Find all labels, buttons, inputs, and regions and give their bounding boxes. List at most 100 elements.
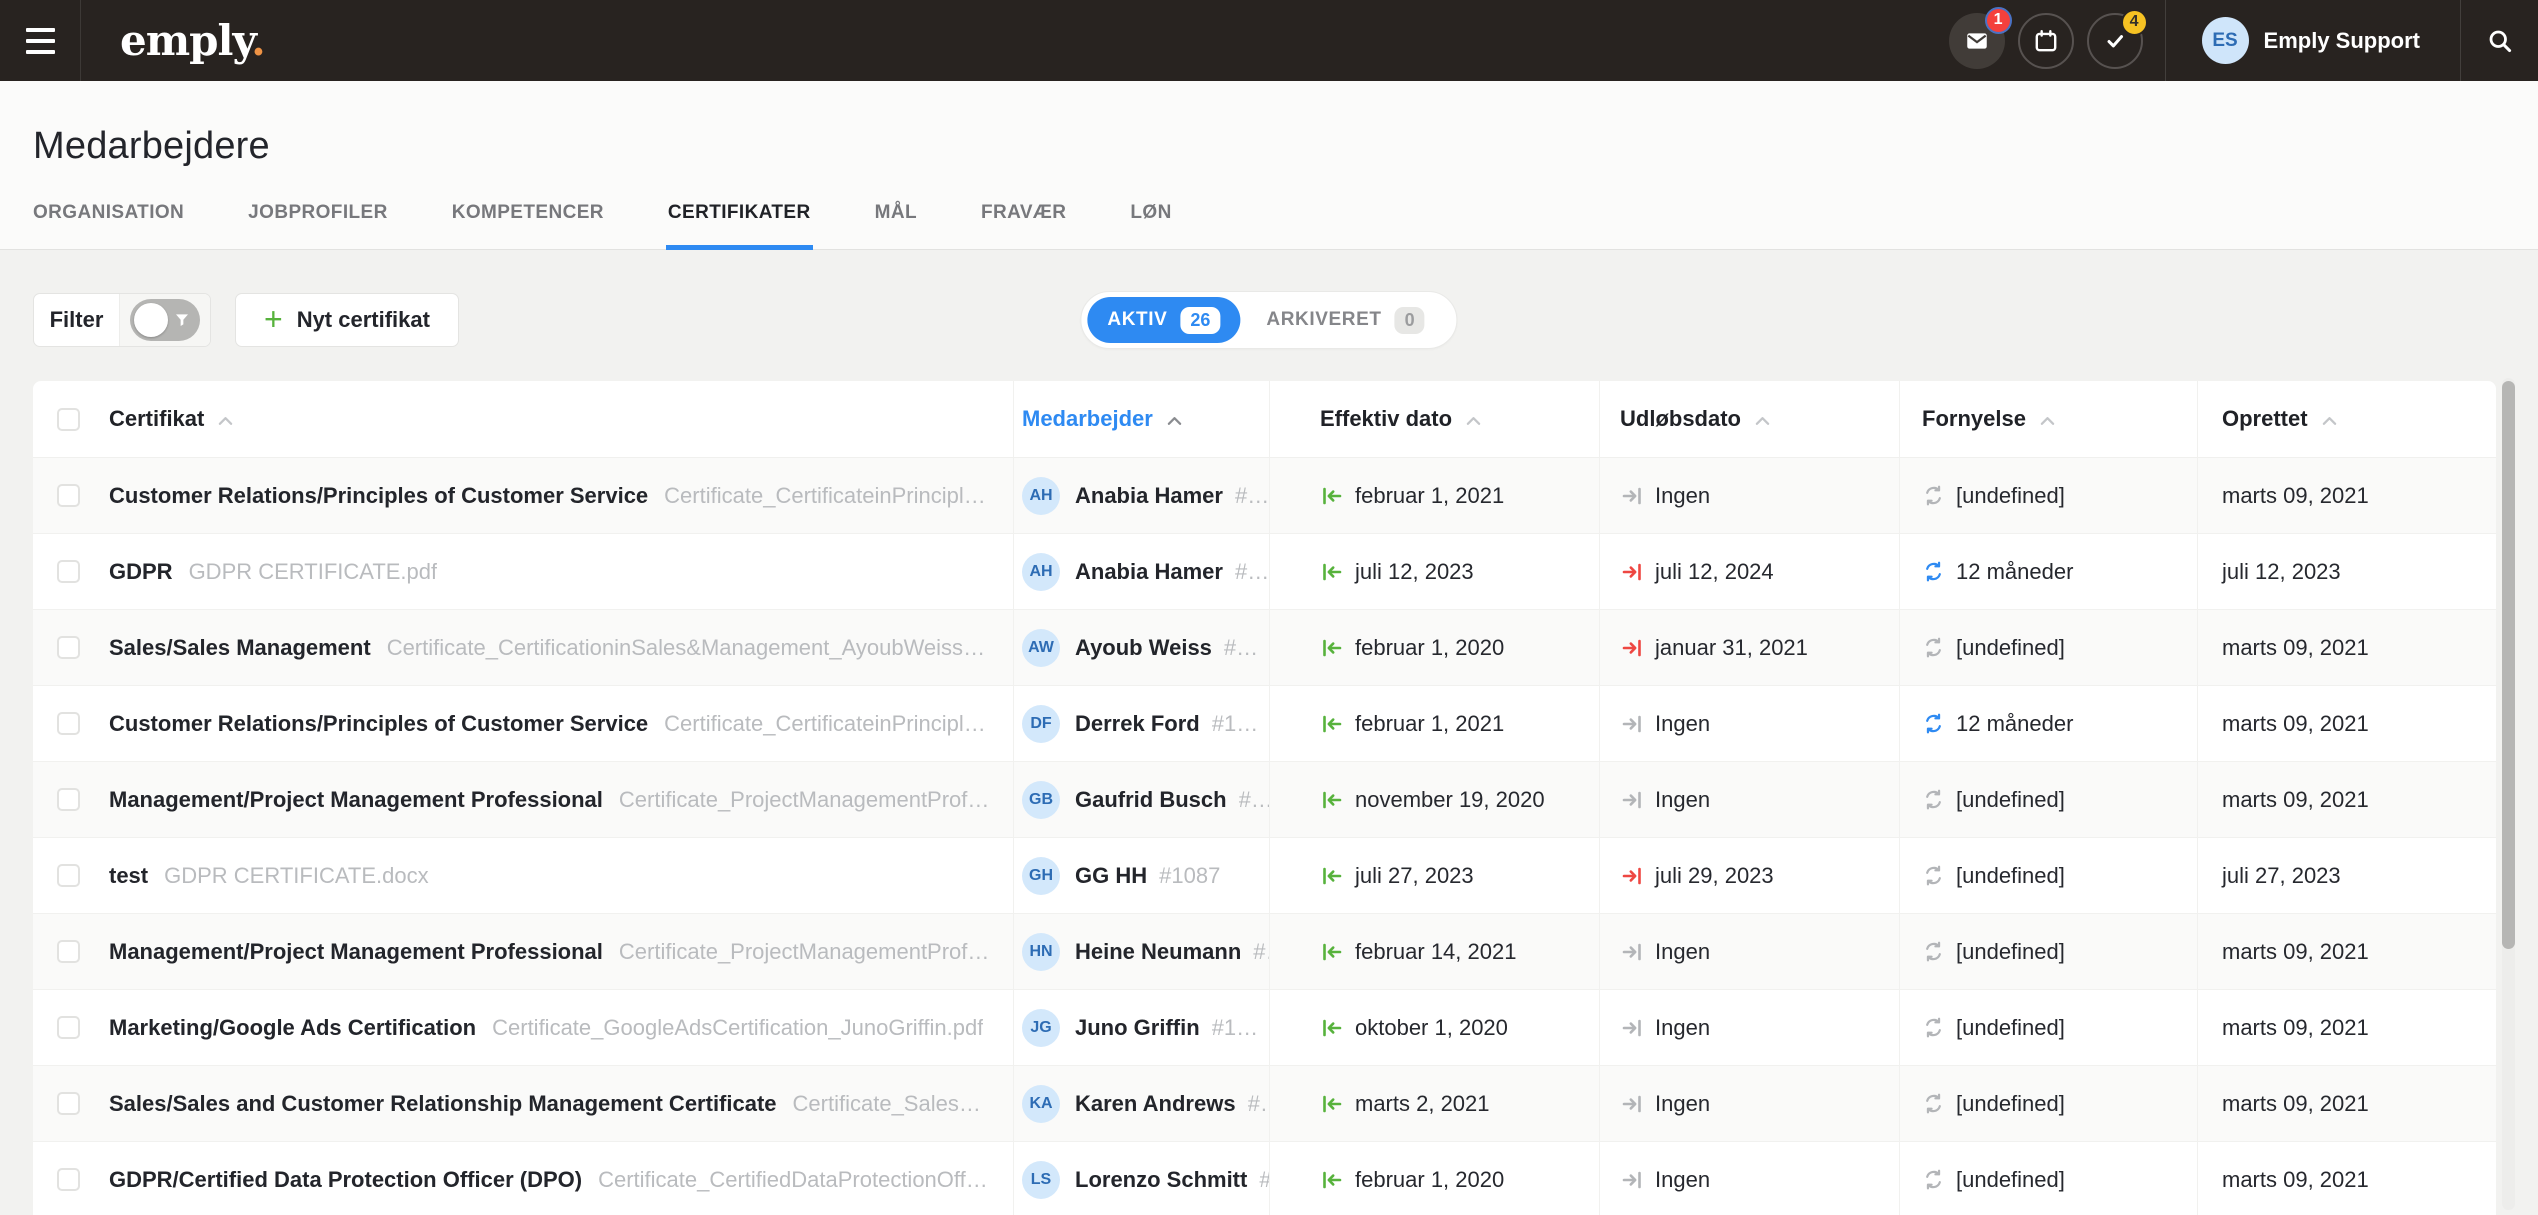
filter-toggle-switch[interactable] — [130, 299, 200, 341]
created-date: marts 09, 2021 — [2222, 482, 2369, 508]
effective-date-cell: marts 2, 2021 — [1269, 1066, 1599, 1141]
new-certificate-button[interactable]: + Nyt certifikat — [235, 293, 459, 347]
row-checkbox[interactable] — [56, 636, 80, 659]
employee-id: #1011 — [1211, 710, 1269, 736]
table-row[interactable]: Management/Project Management Profession… — [33, 914, 2496, 990]
chevron-up-icon[interactable] — [1167, 416, 1182, 426]
table-row[interactable]: Customer Relations/Principles of Custome… — [33, 686, 2496, 762]
column-header-medarbejder: Medarbejder — [1013, 381, 1269, 457]
row-checkbox[interactable] — [56, 1092, 80, 1115]
column-header-label[interactable]: Effektiv dato — [1320, 406, 1453, 431]
renewal-cell: [undefined] — [1899, 762, 2197, 837]
row-checkbox[interactable] — [56, 940, 80, 963]
section-tab[interactable]: JOBPROFILER — [248, 202, 388, 223]
user-menu[interactable]: ES Emply Support — [2166, 0, 2460, 81]
column-header-label[interactable]: Udløbsdato — [1620, 406, 1741, 431]
column-header-oprettet: Oprettet — [2197, 381, 2496, 457]
table-row[interactable]: Sales/Sales and Customer Relationship Ma… — [33, 1066, 2496, 1142]
tasks-badge: 4 — [2120, 8, 2148, 36]
row-checkbox[interactable] — [56, 1016, 80, 1039]
row-checkbox[interactable] — [56, 484, 80, 507]
funnel-icon — [173, 311, 191, 329]
envelope-icon — [1966, 32, 1987, 49]
employee-id: #1009 — [1211, 1014, 1269, 1040]
employee-name: Heine Neumann — [1075, 938, 1242, 964]
section-tab[interactable]: ORGANISATION — [33, 202, 185, 223]
select-all-checkbox[interactable] — [56, 407, 80, 431]
segment-arkiveret[interactable]: ARKIVERET 0 — [1240, 306, 1450, 334]
row-checkbox[interactable] — [56, 560, 80, 583]
section-tab[interactable]: FRAVÆR — [980, 202, 1067, 223]
status-segment-wrap: AKTIV 26 ARKIVERET 0 — [1080, 291, 1458, 349]
employee-cell: KA Karen Andrews #1… — [1013, 1066, 1269, 1141]
created-cell: marts 09, 2021 — [2197, 1142, 2496, 1215]
employee-cell: LS Lorenzo Schmitt #1… — [1013, 1142, 1269, 1215]
section-tab[interactable]: KOMPETENCER — [451, 202, 604, 223]
table-row[interactable]: test GDPR CERTIFICATE.docx GH GG HH #108… — [33, 838, 2496, 914]
table-row[interactable]: Customer Relations/Principles of Custome… — [33, 458, 2496, 534]
tasks-button[interactable]: 4 — [2086, 8, 2148, 69]
created-date: marts 09, 2021 — [2222, 1090, 2369, 1116]
hamburger-menu-button[interactable] — [0, 0, 81, 81]
expiry-date: juli 29, 2023 — [1655, 862, 1774, 888]
created-cell: marts 09, 2021 — [2197, 762, 2496, 837]
employee-name: Gaufrid Busch — [1075, 786, 1227, 812]
checkmark-icon — [2107, 34, 2123, 47]
table-row[interactable]: GDPR GDPR CERTIFICATE.pdf AH Anabia Hame… — [33, 534, 2496, 610]
created-date: juli 27, 2023 — [2222, 862, 2341, 888]
table-row[interactable]: Management/Project Management Profession… — [33, 762, 2496, 838]
chevron-up-icon[interactable] — [2040, 416, 2055, 426]
table-row[interactable]: GDPR/Certified Data Protection Officer (… — [33, 1142, 2496, 1215]
column-header-label[interactable]: Fornyelse — [1922, 406, 2026, 431]
section-tab[interactable]: LØN — [1130, 202, 1172, 223]
page-header: Medarbejdere ORGANISATION JOBPROFILER KO… — [0, 81, 2538, 250]
expiry-date: Ingen — [1655, 1166, 1711, 1192]
filter-label[interactable]: Filter — [34, 294, 120, 346]
hamburger-icon — [25, 49, 55, 54]
hamburger-icon — [25, 27, 55, 32]
emply-logo[interactable]: emply. — [120, 16, 266, 65]
table-row[interactable]: Sales/Sales Management Certificate_Certi… — [33, 610, 2496, 686]
effective-date: november 19, 2020 — [1355, 786, 1545, 812]
column-header-label[interactable]: Certifikat — [109, 406, 205, 431]
filter-control: Filter — [33, 293, 211, 347]
column-header-label[interactable]: Oprettet — [2222, 406, 2308, 431]
expiry-date: Ingen — [1655, 1090, 1711, 1116]
employee-avatar: JG — [1022, 1008, 1060, 1047]
row-checkbox[interactable] — [56, 1168, 80, 1191]
employee-avatar: LS — [1022, 1160, 1060, 1199]
calendar-button[interactable] — [2017, 12, 2074, 69]
chevron-up-icon[interactable] — [218, 416, 233, 426]
row-checkbox[interactable] — [56, 864, 80, 887]
renewal-cell: [undefined] — [1899, 610, 2197, 685]
chevron-up-icon[interactable] — [1466, 416, 1481, 426]
employee-avatar: GH — [1022, 856, 1060, 895]
row-checkbox[interactable] — [56, 712, 80, 735]
filter-toggle[interactable] — [120, 294, 210, 346]
arrow-to-bar-right-icon — [1620, 560, 1644, 584]
renewal-value: 12 måneder — [1956, 710, 2074, 736]
created-cell: marts 09, 2021 — [2197, 686, 2496, 761]
scrollbar-thumb[interactable] — [2502, 381, 2515, 949]
row-checkbox-cell — [33, 1066, 103, 1141]
chevron-up-icon[interactable] — [1755, 416, 1770, 426]
employee-id: #10… — [1238, 786, 1269, 812]
row-checkbox-cell — [33, 990, 103, 1065]
expiry-date-cell: Ingen — [1599, 990, 1899, 1065]
section-tab[interactable]: MÅL — [874, 202, 917, 223]
segment-aktiv[interactable]: AKTIV 26 — [1087, 297, 1241, 343]
search-button[interactable] — [2461, 0, 2538, 81]
section-tabs: ORGANISATION JOBPROFILER KOMPETENCER CER… — [33, 202, 2538, 250]
employee-cell: GH GG HH #1087 — [1013, 838, 1269, 913]
column-header-label[interactable]: Medarbejder — [1022, 406, 1153, 431]
section-tab[interactable]: CERTIFIKATER — [665, 202, 813, 250]
employee-cell: GB Gaufrid Busch #10… — [1013, 762, 1269, 837]
table-row[interactable]: Marketing/Google Ads Certification Certi… — [33, 990, 2496, 1066]
row-checkbox[interactable] — [56, 788, 80, 811]
certificate-cell: Management/Project Management Profession… — [103, 914, 1013, 989]
mail-button[interactable]: 1 — [1948, 6, 2012, 69]
created-cell: marts 09, 2021 — [2197, 610, 2496, 685]
chevron-up-icon[interactable] — [2322, 416, 2337, 426]
certificate-file: Certificate_ProjectManagementProfessiona… — [618, 938, 991, 964]
